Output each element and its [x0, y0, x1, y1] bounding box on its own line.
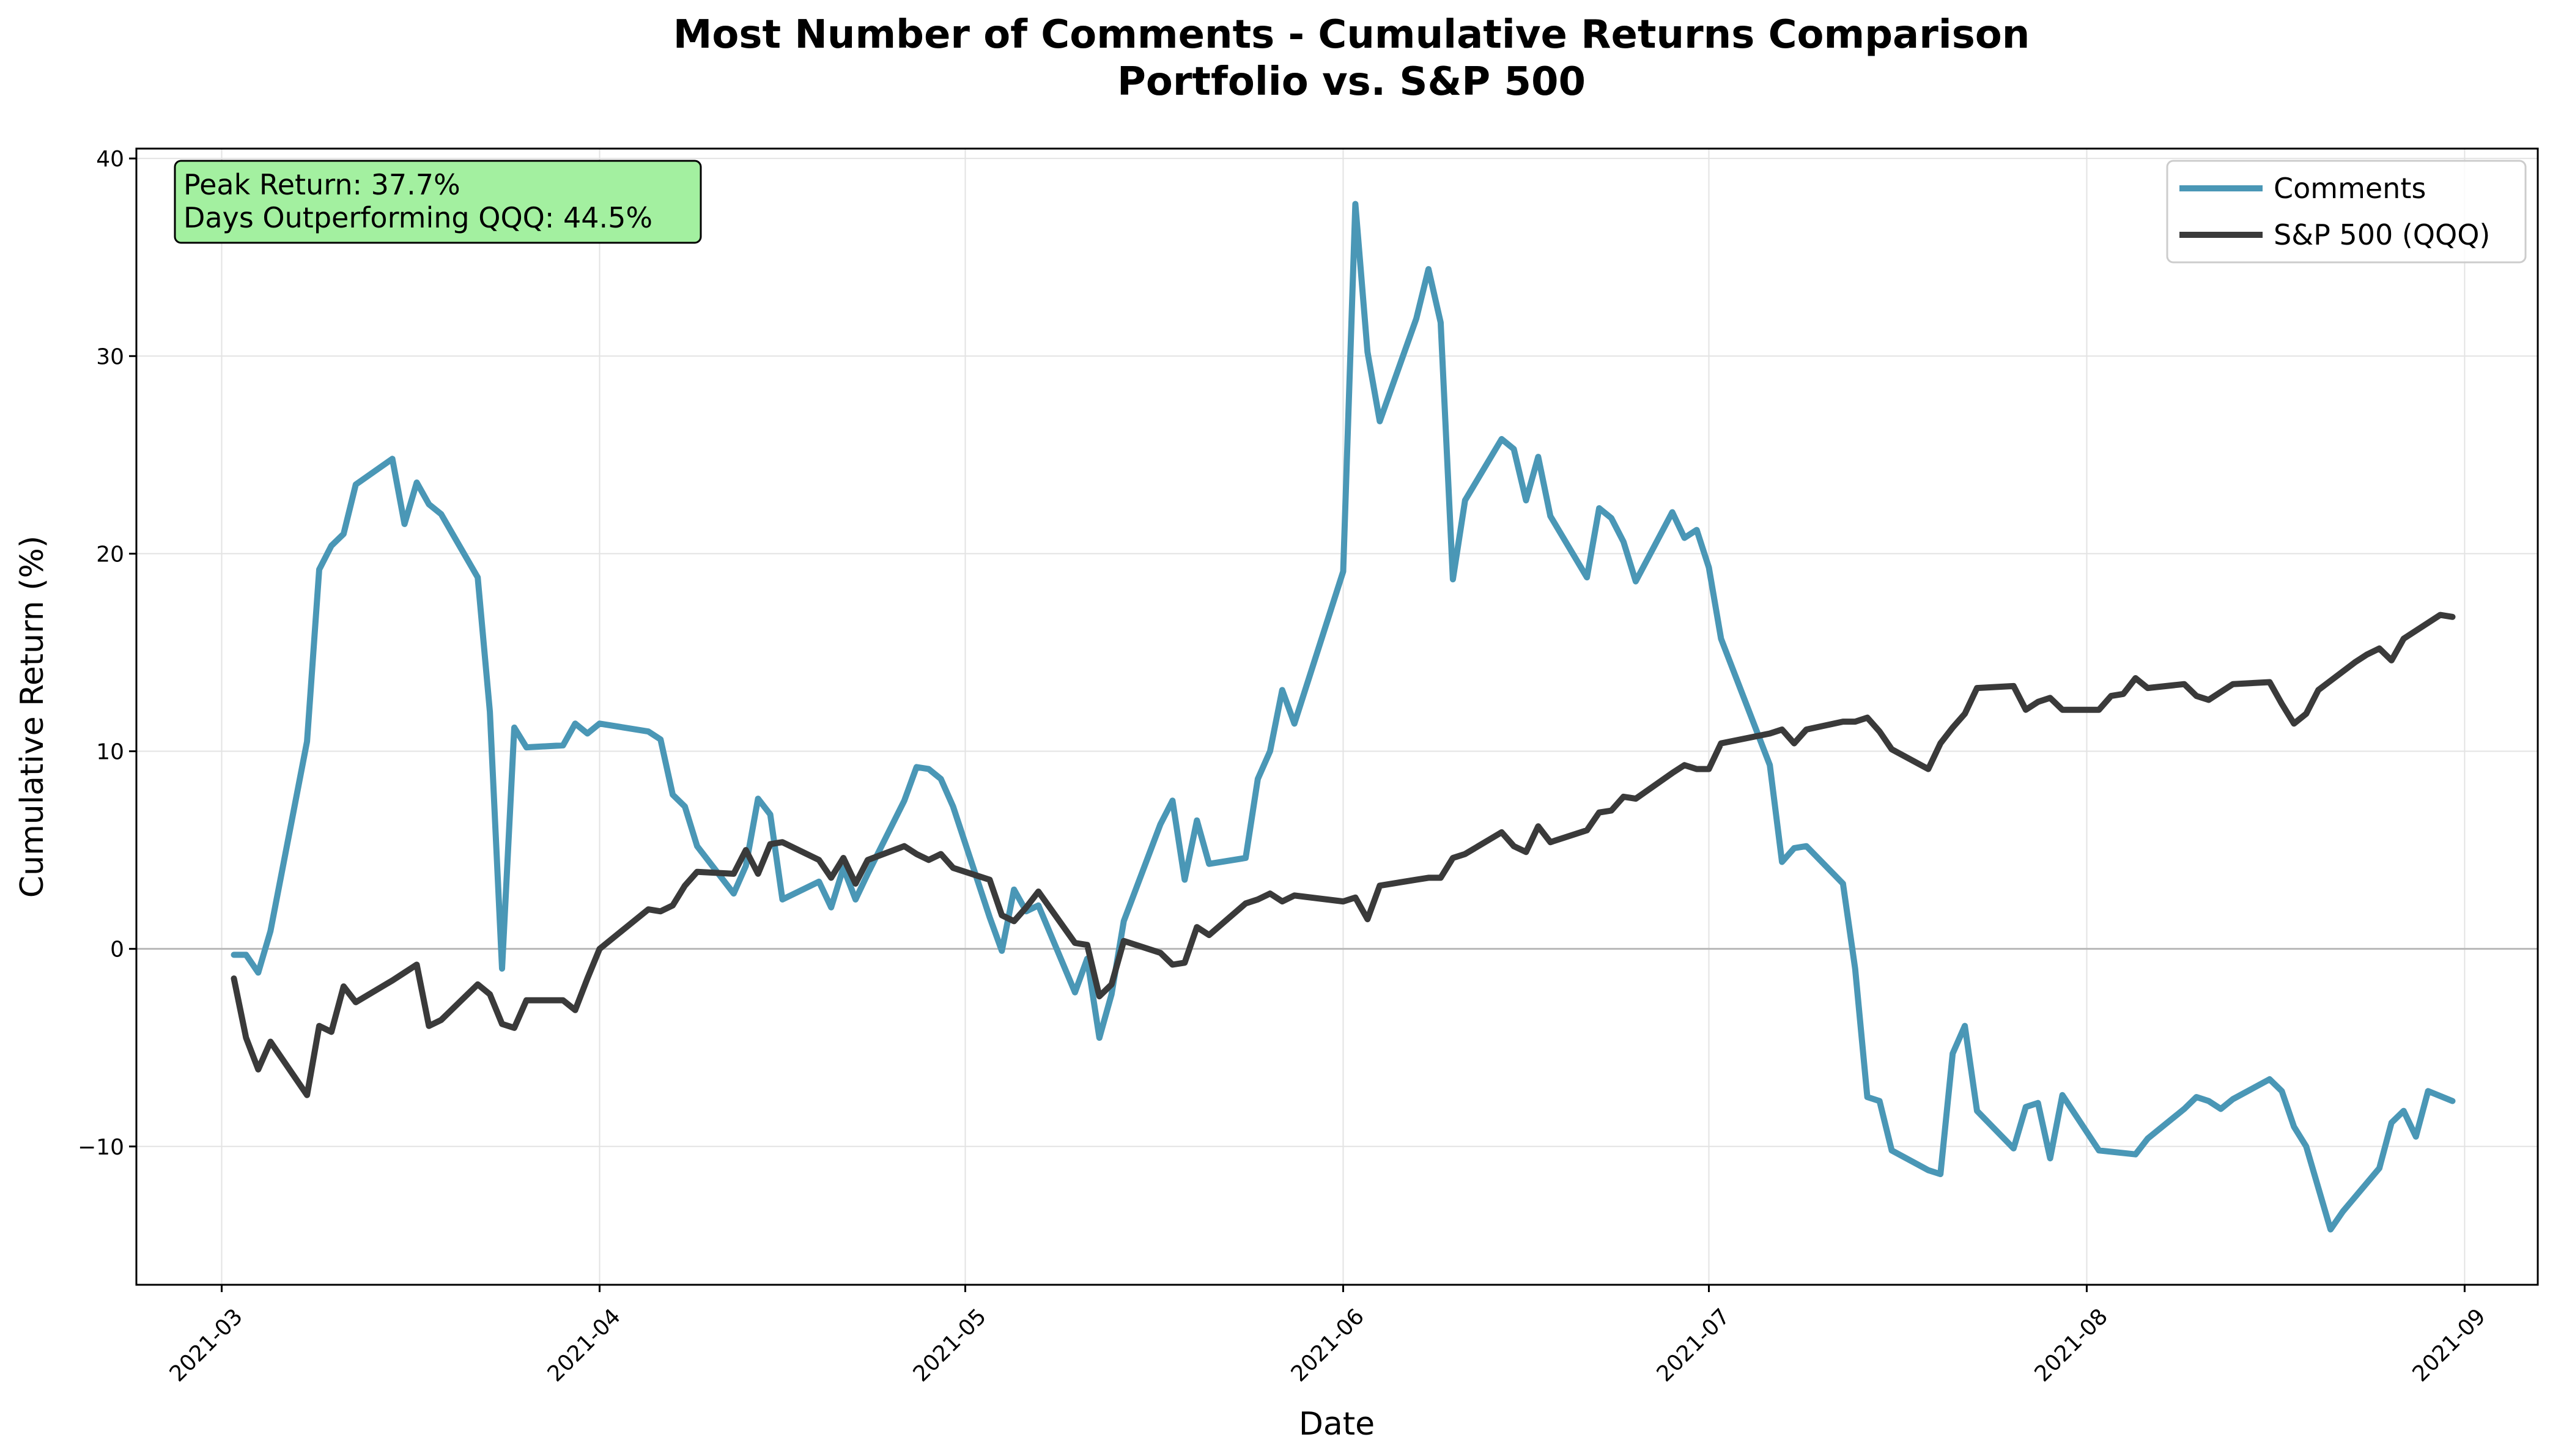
annotation-days-outperforming: Days Outperforming QQQ: 44.5%	[183, 201, 652, 234]
y-tick-label: 0	[110, 937, 124, 963]
x-tick-label: 2021-08	[2030, 1304, 2113, 1386]
legend-label-comments: Comments	[2274, 172, 2426, 205]
x-tick-label: 2021-05	[909, 1304, 991, 1386]
y-axis-ticks: −10 0 10 20 30 40	[78, 147, 136, 1160]
x-axis-ticks: 2021-03 2021-04 2021-05 2021-06 2021-07 2021-…	[165, 1285, 2491, 1387]
y-tick-label: 20	[96, 542, 124, 567]
annotation-box: Peak Return: 37.7% Days Outperforming QQ…	[174, 160, 702, 244]
annotation-background	[174, 160, 702, 244]
y-tick-label: −10	[78, 1135, 124, 1160]
x-tick-label: 2021-03	[165, 1304, 248, 1386]
x-tick-label: 2021-04	[543, 1304, 626, 1386]
y-tick-label: 10	[96, 740, 124, 765]
y-tick-label: 40	[96, 147, 124, 172]
x-tick-label: 2021-09	[2408, 1304, 2491, 1386]
x-tick-label: 2021-06	[1287, 1304, 1369, 1386]
series-lines	[231, 201, 2456, 1233]
y-axis-label: Cumulative Return (%)	[14, 536, 51, 898]
x-tick-label: 2021-07	[1652, 1304, 1735, 1386]
legend-label-sp500: S&P 500 (QQQ)	[2274, 218, 2490, 251]
plot-frame	[135, 147, 2539, 1286]
chart-title: Most Number of Comments - Cumulative Ret…	[673, 12, 2030, 57]
series-line-sp500	[231, 612, 2456, 1098]
y-tick-label: 30	[96, 344, 124, 369]
x-axis-label: Date	[1299, 1406, 1375, 1443]
annotation-peak-return: Peak Return: 37.7%	[183, 168, 460, 201]
chart-subtitle: Portfolio vs. S&P 500	[1117, 59, 1586, 105]
series-line-comments	[231, 201, 2456, 1233]
legend: Comments S&P 500 (QQQ)	[2166, 160, 2527, 264]
